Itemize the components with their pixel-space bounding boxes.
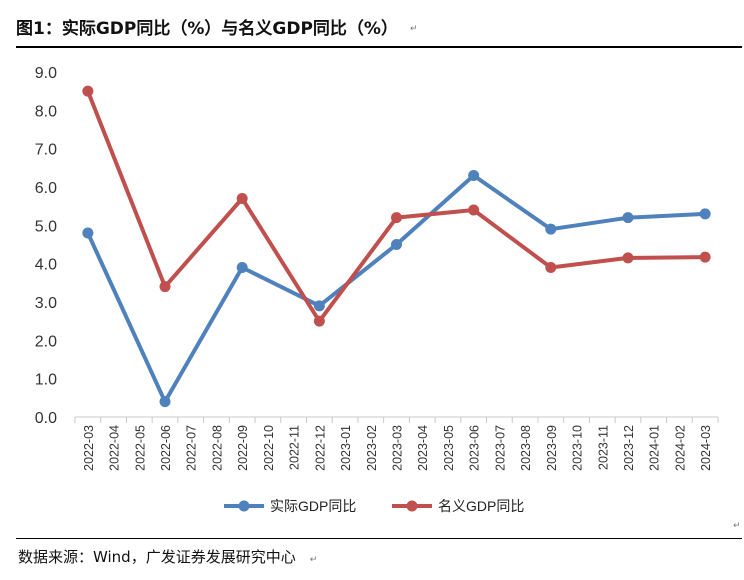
y-tick-label: 2.0: [35, 333, 57, 350]
data-point: [313, 300, 325, 312]
data-point: [468, 204, 480, 216]
x-tick-label: 2023-08: [519, 425, 533, 471]
x-tick-label: 2022-07: [185, 425, 199, 471]
paragraph-mark-icon: ↵: [733, 521, 741, 531]
data-point: [622, 252, 634, 264]
data-point: [622, 212, 634, 224]
data-point: [545, 262, 557, 273]
y-tick-label: 6.0: [35, 180, 57, 197]
y-tick-label: 3.0: [35, 295, 57, 312]
y-tick-label: 0.0: [35, 410, 57, 427]
legend-marker-1: [238, 500, 250, 512]
data-point: [236, 262, 248, 273]
source-note: 数据来源：Wind，广发证券发展研究中心 ↵: [18, 546, 317, 567]
source-text: 数据来源：Wind，广发证券发展研究中心: [18, 548, 296, 566]
y-tick-label: 8.0: [35, 103, 57, 120]
x-axis: 2022-03 2022-04 2022-05 2022-06 2022-07 2022-…: [74, 416, 719, 471]
x-tick-label: 2022-12: [313, 425, 327, 471]
x-tick-label: 2023-10: [571, 425, 585, 471]
x-tick-label: 2023-07: [493, 425, 507, 471]
data-point: [699, 208, 711, 220]
paragraph-mark-icon: ↵: [309, 555, 318, 565]
x-tick-label: 2022-06: [159, 425, 173, 471]
data-point: [468, 170, 480, 181]
paragraph-mark-icon: ↵: [409, 24, 418, 34]
legend-label-2: 名义GDP同比: [438, 498, 524, 514]
x-tick-label: 2023-04: [416, 425, 430, 471]
data-point: [159, 281, 171, 293]
y-axis: 0.0 1.0 2.0 3.0 4.0 5.0 6.0 7.0 8.0 9.0: [35, 65, 57, 427]
y-tick-label: 4.0: [35, 257, 57, 274]
x-tick-label: 2023-05: [442, 425, 456, 471]
legend-marker-2: [406, 500, 418, 512]
series-line-1: [86, 173, 706, 404]
x-tick-label: 2022-03: [82, 425, 96, 471]
x-tick-label: 2023-01: [339, 425, 353, 471]
bottom-rule: [16, 538, 742, 539]
x-tick-label: 2023-06: [468, 425, 482, 471]
x-tick-label: 2022-04: [108, 425, 122, 471]
x-tick-label: 2023-11: [596, 425, 610, 470]
x-tick-label: 2023-02: [365, 425, 379, 471]
series-group: [82, 85, 711, 408]
y-tick-label: 9.0: [35, 65, 57, 82]
x-tick-label: 2024-02: [673, 425, 687, 471]
x-tick-label: 2023-12: [622, 425, 636, 471]
data-point: [545, 223, 557, 235]
x-tick-label: 2022-10: [262, 425, 276, 471]
data-point: [699, 251, 711, 263]
x-tick-label: 2022-05: [133, 425, 147, 471]
y-tick-label: 1.0: [35, 372, 57, 389]
figure-title-text: 图1：实际GDP同比（%）与名义GDP同比（%）: [16, 19, 398, 39]
data-point: [391, 239, 402, 250]
y-tick-label: 5.0: [35, 218, 57, 235]
chart-area: 0.0 1.0 2.0 3.0 4.0 5.0 6.0 7.0 8.0 9.0 2022-03 20…: [16, 48, 742, 538]
data-point: [159, 396, 171, 408]
line-chart: 0.01.02.03.04.05.06.07.08.09.0 2022-03 20…: [35, 65, 719, 514]
data-point: [391, 212, 402, 224]
y-tick-label: 7.0: [35, 142, 57, 159]
legend-label-1: 实际GDP同比: [270, 498, 356, 514]
x-tick-label: 2023-03: [391, 425, 405, 471]
x-tick-label: 2022-09: [236, 425, 250, 471]
top-rule: [16, 46, 742, 48]
data-point: [82, 227, 94, 239]
data-point: [82, 85, 94, 97]
x-tick-label: 2024-01: [648, 425, 662, 471]
x-tick-label: 2022-11: [288, 425, 302, 470]
x-tick-label: 2023-09: [545, 425, 559, 471]
series-line-2: [85, 90, 706, 324]
x-tick-label: 2024-03: [699, 425, 713, 471]
data-point: [236, 193, 248, 204]
legend: 实际GDP同比 名义GDP同比: [224, 498, 524, 514]
data-point: [313, 315, 325, 327]
x-tick-label: 2022-08: [210, 425, 224, 471]
figure-title: 图1：实际GDP同比（%）与名义GDP同比（%） ↵: [16, 14, 418, 39]
